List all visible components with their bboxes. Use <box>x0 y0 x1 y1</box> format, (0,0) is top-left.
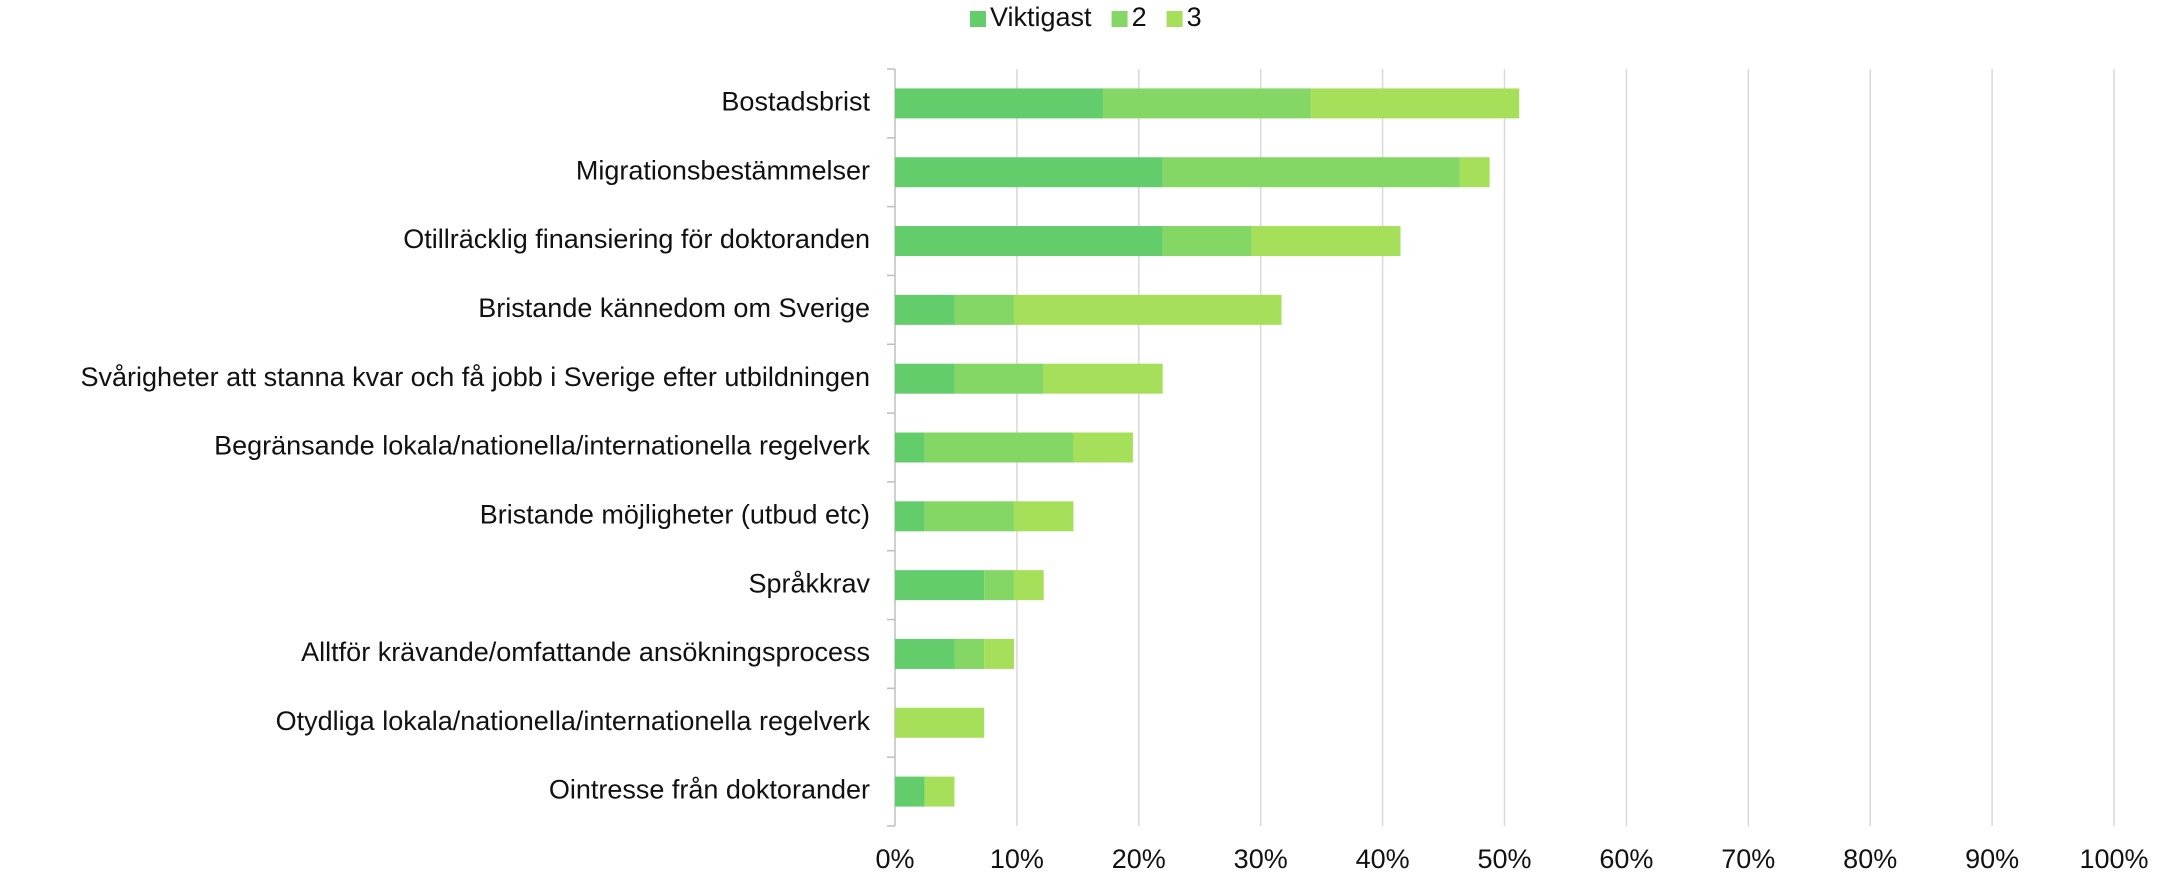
x-tick-label: 30% <box>1234 844 1288 874</box>
bar-segment <box>895 363 955 394</box>
bar-segment <box>1073 432 1133 463</box>
legend-swatch <box>1111 11 1128 27</box>
bar-segment <box>954 294 1014 325</box>
bar-segment <box>1251 226 1401 257</box>
bar-segment <box>924 776 955 807</box>
x-tick-label: 80% <box>1843 844 1897 874</box>
x-tick-label: 0% <box>875 844 914 874</box>
bar-segment <box>895 432 925 463</box>
legend-label: 2 <box>1132 2 1147 32</box>
bar-segment <box>1013 570 1044 601</box>
bar-segment <box>895 638 955 669</box>
bar-segment <box>1459 157 1490 188</box>
bar-segment <box>1103 88 1312 119</box>
y-tick-label: Bristande kännedom om Sverige <box>478 293 870 323</box>
y-tick-label: Bostadsbrist <box>721 87 870 117</box>
legend-swatch <box>970 11 986 27</box>
x-tick-label: 40% <box>1356 844 1410 874</box>
legend-swatch <box>1166 11 1183 27</box>
y-tick-label: Svårigheter att stanna kvar och få jobb … <box>81 362 870 392</box>
bar-segment <box>1162 226 1252 257</box>
y-tick-label: Otydliga lokala/nationella/internationel… <box>276 706 871 736</box>
x-tick-label: 70% <box>1721 844 1775 874</box>
bar-segment <box>1013 294 1282 325</box>
bar-segment <box>895 707 985 738</box>
bar-segment <box>984 638 1014 669</box>
legend-label: 3 <box>1187 2 1202 32</box>
bar-segment <box>1013 501 1074 532</box>
bar-segment <box>954 363 1044 394</box>
bar-segment <box>1162 157 1460 188</box>
x-tick-label: 60% <box>1599 844 1653 874</box>
bar-segment <box>895 776 925 807</box>
x-tick-label: 50% <box>1477 844 1531 874</box>
x-tick-label: 100% <box>2079 844 2148 874</box>
legend-label: Viktigast <box>990 2 1092 32</box>
bar-segment <box>895 88 1104 119</box>
bar-segment <box>924 432 1074 463</box>
bar-segment <box>895 226 1163 257</box>
x-tick-label: 20% <box>1112 844 1166 874</box>
x-tick-label: 10% <box>990 844 1044 874</box>
y-tick-label: Otillräcklig finansiering för doktorande… <box>403 224 870 254</box>
bar-segment <box>984 570 1014 601</box>
y-tick-label: Språkkrav <box>748 568 870 598</box>
bar-segment <box>1311 88 1520 119</box>
bar-segment <box>895 570 985 601</box>
bar-segment <box>924 501 1014 532</box>
y-tick-label: Begränsande lokala/nationella/internatio… <box>214 431 870 461</box>
bar-segment <box>895 294 955 325</box>
y-tick-label: Bristande möjligheter (utbud etc) <box>480 499 870 529</box>
x-tick-label: 90% <box>1965 844 2019 874</box>
y-tick-label: Ointresse från doktorander <box>549 775 870 805</box>
bar-segment <box>1043 363 1163 394</box>
y-tick-label: Migrationsbestämmelser <box>576 155 870 185</box>
bar-segment <box>895 157 1163 188</box>
bar-segment <box>895 501 925 532</box>
bar-segment <box>954 638 985 669</box>
y-tick-label: Alltför krävande/omfattande ansökningspr… <box>301 637 870 667</box>
